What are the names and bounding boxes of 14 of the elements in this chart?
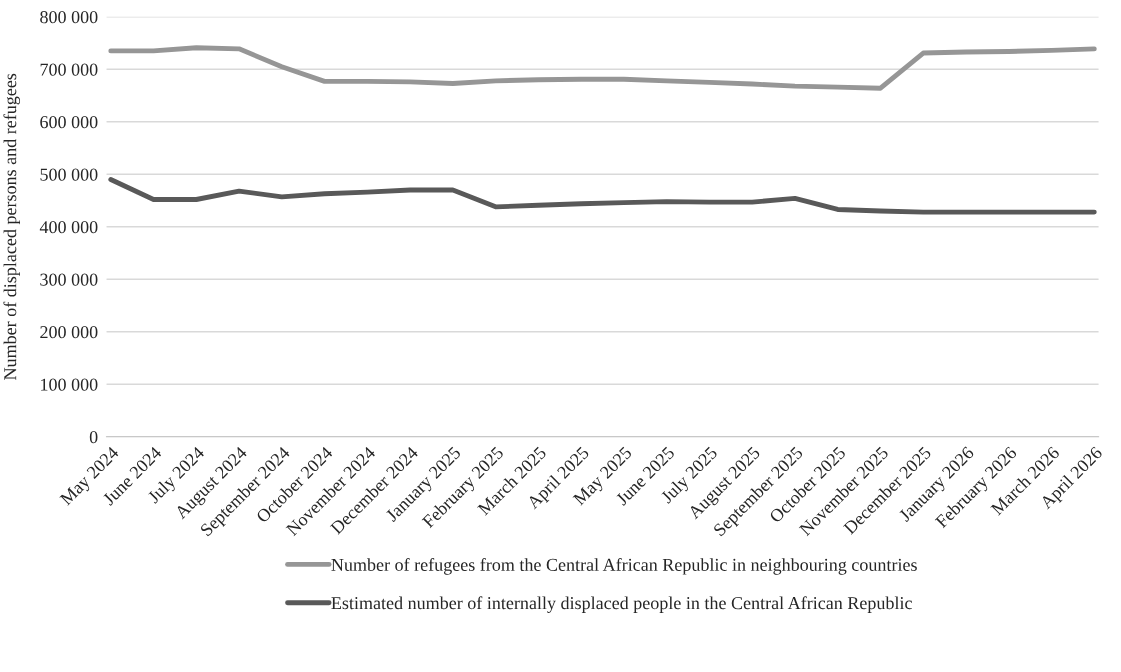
y-tick-label: 0	[89, 431, 98, 444]
y-tick-label: 500 000	[40, 168, 98, 181]
y-tick-label: 300 000	[40, 273, 98, 286]
line-series	[108, 45, 1097, 91]
line-series	[108, 177, 1097, 215]
y-tick-label: 600 000	[40, 116, 98, 129]
y-tick-label: 700 000	[40, 63, 98, 76]
y-tick-label: 100 000	[41, 378, 98, 391]
y-axis-title: Number of displaced persons and refugees	[3, 73, 21, 380]
legend-label: Estimated number of internally displaced people in the Central African Republic	[331, 596, 912, 613]
y-tick-label: 400 000	[39, 221, 98, 234]
y-tick-label: 200 000	[40, 326, 98, 339]
legend-label: Number of refugees from the Central African Republic in neighbouring countries	[331, 558, 917, 575]
y-tick-label: 800 000	[40, 11, 98, 24]
